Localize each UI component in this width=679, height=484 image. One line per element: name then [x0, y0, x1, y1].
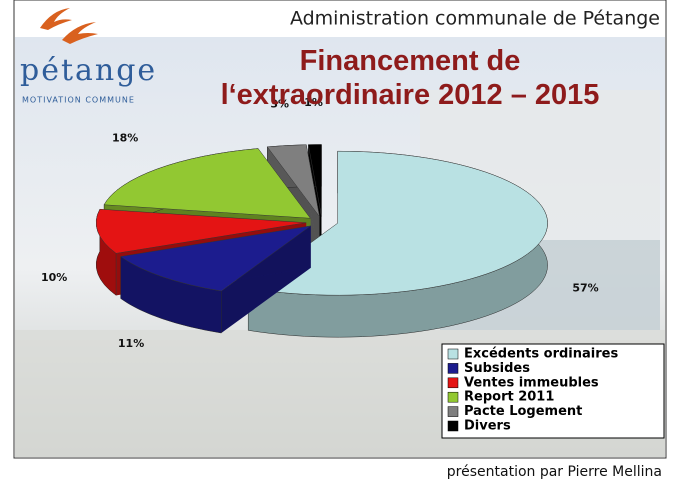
data-label: 18% — [112, 132, 138, 145]
legend-swatch — [448, 378, 458, 388]
logo-tagline: MOTIVATION COMMUNE — [22, 96, 135, 105]
data-label: 57% — [572, 282, 598, 295]
legend-label: Pacte Logement — [464, 404, 582, 419]
legend-swatch — [448, 421, 458, 431]
organisation: Administration communale de Pétange — [290, 8, 660, 30]
data-label: 11% — [118, 337, 144, 350]
title-line: l‘extraordinaire 2012 – 2015 — [175, 78, 645, 112]
legend-swatch — [448, 407, 458, 417]
footer-credit: présentation par Pierre Mellina — [447, 464, 662, 480]
legend-swatch — [448, 349, 458, 359]
legend-label: Excédents ordinaires — [464, 347, 618, 362]
legend-label: Divers — [464, 419, 511, 434]
legend-label: Report 2011 — [464, 390, 554, 405]
legend-label: Subsides — [464, 361, 530, 376]
data-label: 10% — [41, 271, 67, 284]
page: pétange MOTIVATION COMMUNE Administratio… — [0, 0, 679, 484]
legend-label: Ventes immeubles — [464, 375, 599, 390]
legend-swatch — [448, 392, 458, 402]
title-line: Financement de — [175, 44, 645, 78]
legend-swatch — [448, 363, 458, 373]
logo-name: pétange — [20, 53, 157, 88]
